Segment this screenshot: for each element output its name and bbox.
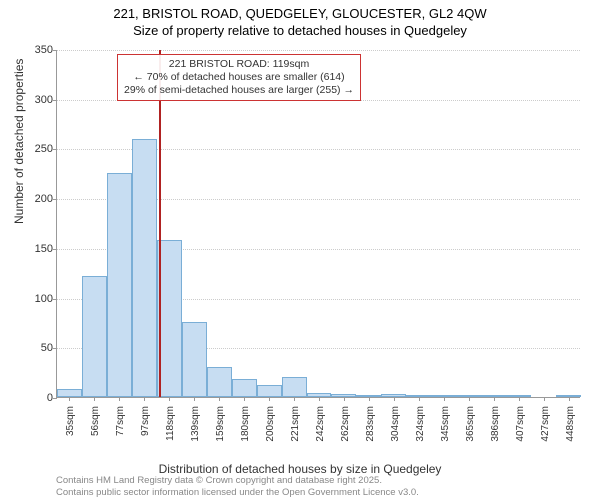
y-tick-label: 150 xyxy=(23,243,53,255)
y-tick-label: 50 xyxy=(23,342,53,354)
y-tick-label: 0 xyxy=(23,392,53,404)
footer-attribution: Contains HM Land Registry data © Crown c… xyxy=(56,475,419,498)
y-tick-mark xyxy=(53,398,57,399)
bar xyxy=(182,322,207,397)
bar xyxy=(132,139,157,398)
x-tick-mark xyxy=(94,397,95,401)
y-tick-label: 100 xyxy=(23,293,53,305)
chart-title: 221, BRISTOL ROAD, QUEDGELEY, GLOUCESTER… xyxy=(0,0,600,40)
bar xyxy=(282,377,307,397)
title-line-1: 221, BRISTOL ROAD, QUEDGELEY, GLOUCESTER… xyxy=(0,6,600,23)
annotation-line-3: 29% of semi-detached houses are larger (… xyxy=(124,84,354,97)
y-tick-label: 250 xyxy=(23,143,53,155)
annotation-line-1: 221 BRISTOL ROAD: 119sqm xyxy=(124,58,354,71)
x-tick-mark xyxy=(144,397,145,401)
x-tick-mark xyxy=(244,397,245,401)
reference-line xyxy=(159,50,161,397)
bar xyxy=(57,389,82,397)
x-tick-mark xyxy=(194,397,195,401)
x-tick-mark xyxy=(544,397,545,401)
y-tick-label: 300 xyxy=(23,94,53,106)
x-tick-mark xyxy=(219,397,220,401)
footer-line-2: Contains public sector information licen… xyxy=(56,487,419,498)
x-tick-mark xyxy=(569,397,570,401)
x-axis-label: Distribution of detached houses by size … xyxy=(0,462,600,476)
annotation-box: 221 BRISTOL ROAD: 119sqm ← 70% of detach… xyxy=(117,54,361,101)
x-tick-mark xyxy=(269,397,270,401)
y-tick-label: 350 xyxy=(23,44,53,56)
x-tick-mark xyxy=(294,397,295,401)
footer-line-1: Contains HM Land Registry data © Crown c… xyxy=(56,475,419,486)
annotation-line-2: ← 70% of detached houses are smaller (61… xyxy=(124,71,354,84)
x-tick-mark xyxy=(444,397,445,401)
bar xyxy=(232,379,257,397)
title-line-2: Size of property relative to detached ho… xyxy=(0,23,600,40)
x-tick-mark xyxy=(169,397,170,401)
x-tick-mark xyxy=(119,397,120,401)
x-tick-mark xyxy=(344,397,345,401)
x-tick-mark xyxy=(519,397,520,401)
x-tick-mark xyxy=(419,397,420,401)
x-tick-mark xyxy=(394,397,395,401)
chart-plot-area: 050100150200250300350 221 BRISTOL ROAD: … xyxy=(56,50,580,398)
histogram-bars xyxy=(57,50,580,397)
y-tick-label: 200 xyxy=(23,193,53,205)
bar xyxy=(82,276,107,397)
x-tick-mark xyxy=(469,397,470,401)
x-tick-mark xyxy=(319,397,320,401)
plot-frame: 050100150200250300350 221 BRISTOL ROAD: … xyxy=(56,50,580,398)
bar xyxy=(207,367,232,397)
x-tick-mark xyxy=(69,397,70,401)
bar xyxy=(107,173,132,397)
x-tick-mark xyxy=(494,397,495,401)
bar xyxy=(257,385,282,397)
x-tick-mark xyxy=(369,397,370,401)
